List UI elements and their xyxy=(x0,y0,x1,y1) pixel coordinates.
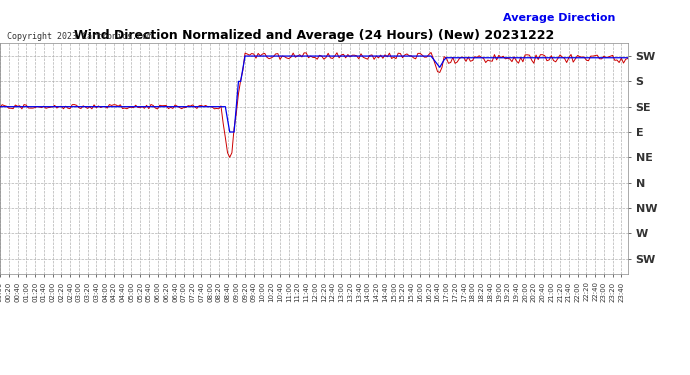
Title: Wind Direction Normalized and Average (24 Hours) (New) 20231222: Wind Direction Normalized and Average (2… xyxy=(74,29,554,42)
Text: Average Direction: Average Direction xyxy=(503,13,615,23)
Text: Copyright 2023 Cartronics.com: Copyright 2023 Cartronics.com xyxy=(7,32,152,41)
